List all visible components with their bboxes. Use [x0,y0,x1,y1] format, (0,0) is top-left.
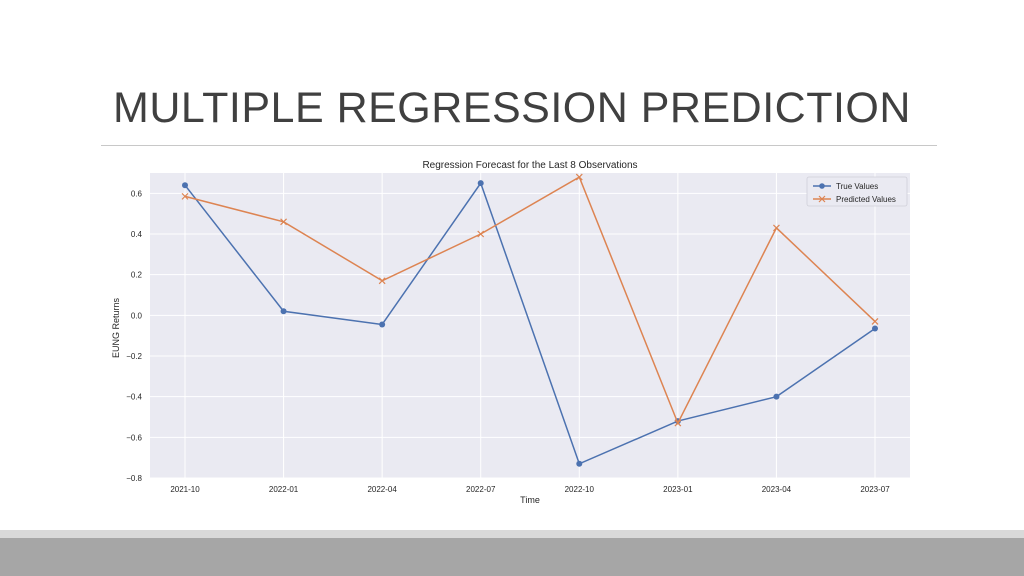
regression-chart: Regression Forecast for the Last 8 Obser… [105,155,925,515]
x-marker-stroke [773,224,780,232]
data-point [182,182,188,189]
y-tick-label: 0.4 [131,230,143,239]
slide-title: MULTIPLE REGRESSION PREDICTION [113,84,911,132]
data-point [871,318,879,325]
footer-band-light [0,530,1024,538]
chart-title: Regression Forecast for the Last 8 Obser… [422,160,637,171]
legend-box [806,176,908,207]
data-point [477,180,484,187]
legend-item: Predicted Values [813,195,896,204]
data-point [575,173,583,181]
legend-marker [819,183,825,189]
footer-band-dark [0,538,1024,576]
x-axis-ticks: 2021-10 2022-01 2022-04 2022-07 2022-10 2023-… [170,485,890,494]
y-tick-label: −0.2 [126,352,142,361]
data-point [378,277,386,285]
y-tick-label: −0.8 [126,474,142,483]
data-point [379,321,386,328]
data-point [773,393,780,400]
chart-svg: Regression Forecast for the Last 8 Obser… [111,160,910,505]
data-point [576,460,583,467]
legend-label: Predicted Values [836,195,896,204]
data-point [181,192,189,200]
data-point [674,419,682,427]
series-line [184,181,876,465]
y-tick-label: 0.2 [131,271,143,280]
y-tick-label: 0.6 [131,189,143,198]
y-tick-label: −0.6 [126,433,142,442]
y-axis-ticks: −0.8 −0.6 −0.4 −0.2 0.0 0.2 0.4 0.6 [126,189,142,483]
x-marker-stroke [378,277,386,285]
x-tick-label: 2023-04 [762,485,792,494]
legend-label: True Values [836,182,878,191]
x-tick-label: 2022-07 [466,485,496,494]
data-point [477,230,485,238]
y-axis-label: EUNG Returns [111,297,121,358]
x-marker-stroke [674,419,682,427]
x-marker-stroke [181,192,189,200]
x-tick-label: 2022-04 [367,485,397,494]
x-marker-stroke [280,218,287,226]
x-tick-label: 2022-10 [565,485,595,494]
y-tick-label: 0.0 [131,311,143,320]
data-point [872,325,878,332]
data-point [280,218,287,226]
series-predicted-values [181,173,879,427]
series-line [184,175,876,425]
data-point [280,308,287,315]
x-axis-label: Time [520,495,540,505]
title-divider [101,145,937,146]
x-tick-label: 2023-07 [860,485,890,494]
x-tick-label: 2021-10 [170,485,200,494]
x-tick-label: 2022-01 [269,485,299,494]
legend-item: True Values [813,182,878,191]
x-tick-label: 2023-01 [663,485,693,494]
y-tick-label: −0.4 [126,393,142,402]
chart-legend: True Values Predicted Values [806,176,908,207]
x-marker-stroke [477,230,485,238]
series-lines [181,173,879,467]
x-marker-stroke [871,318,879,325]
legend-marker [818,195,826,203]
data-point [773,224,780,232]
x-marker-stroke [575,173,583,181]
